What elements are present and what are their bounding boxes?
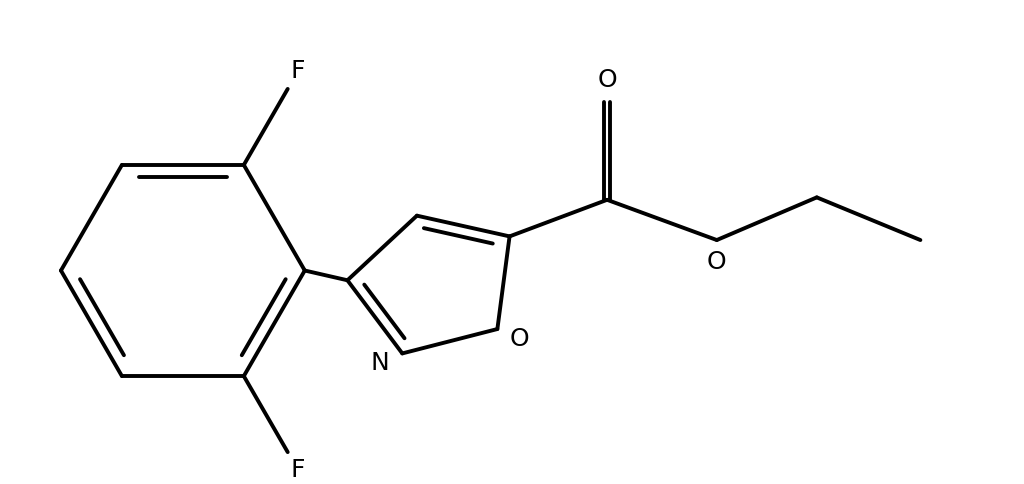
Text: N: N (371, 351, 390, 375)
Text: O: O (707, 250, 727, 274)
Text: O: O (597, 68, 616, 92)
Text: F: F (291, 458, 305, 482)
Text: F: F (291, 59, 305, 83)
Text: O: O (510, 327, 529, 351)
